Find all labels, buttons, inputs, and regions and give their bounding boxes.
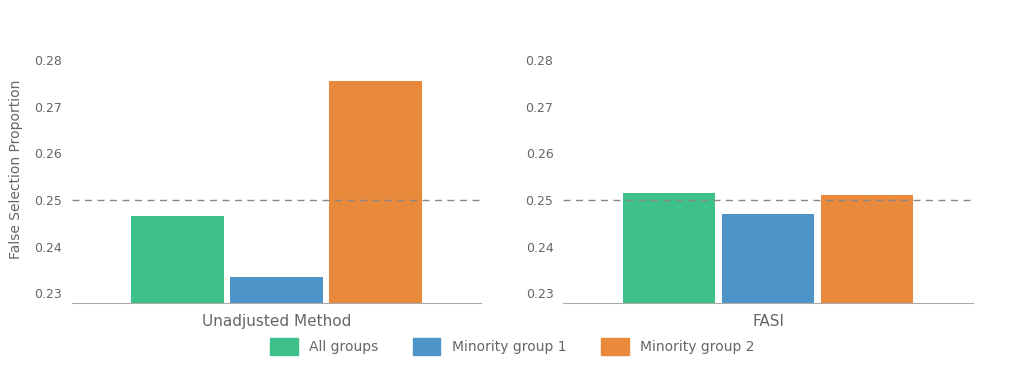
Bar [623,193,715,303]
Bar [821,195,913,303]
Y-axis label: False Selection Proportion: False Selection Proportion [9,80,23,259]
Bar [330,81,422,303]
Bar [722,214,814,303]
X-axis label: FASI: FASI [752,314,784,329]
Legend: All groups, Minority group 1, Minority group 2: All groups, Minority group 1, Minority g… [263,331,761,362]
Bar [230,277,323,303]
Bar [131,216,223,303]
X-axis label: Unadjusted Method: Unadjusted Method [202,314,351,329]
